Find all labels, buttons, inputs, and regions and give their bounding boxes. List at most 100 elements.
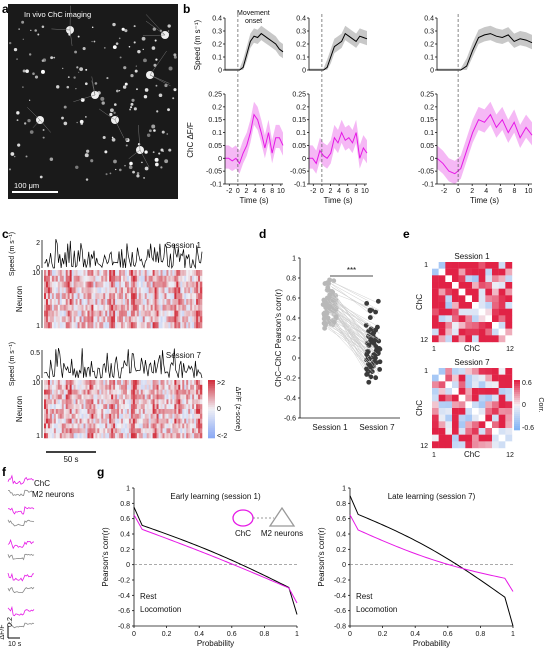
heat-cell: [180, 281, 183, 288]
bouton: [115, 42, 119, 45]
heat-cell: [176, 428, 179, 434]
bouton: [34, 29, 37, 32]
heat-cell: [79, 404, 82, 410]
heat-cell: [99, 394, 102, 400]
heat-cell: [91, 423, 94, 429]
bouton: [113, 159, 117, 164]
heat-cell: [93, 310, 96, 317]
bouton: [129, 161, 133, 166]
heat-cell: [178, 428, 181, 434]
heat-cell: [45, 281, 49, 288]
heat-cell: [59, 433, 63, 439]
d-cat-label: Session 1: [312, 423, 348, 432]
heat-cell: [93, 299, 96, 306]
heat-cell: [192, 389, 195, 395]
matrix-cell: [485, 401, 493, 409]
heat-cell: [67, 299, 70, 306]
neuron-tick-label: 1: [36, 433, 40, 440]
bouton: [109, 172, 112, 175]
heat-cell: [53, 423, 57, 429]
heat-cell: [152, 399, 155, 405]
heat-cell: [53, 322, 57, 329]
heat-cell: [123, 287, 126, 294]
matrix-cell: [465, 308, 473, 316]
matrix-cell: [498, 335, 506, 343]
speed-tick-label: 0.2: [424, 42, 434, 49]
bouton: [125, 137, 129, 141]
heat-cell: [188, 399, 191, 405]
d-cat-label: Session 7: [359, 423, 395, 432]
colorbar-cell: [208, 397, 215, 400]
bouton: [22, 86, 24, 88]
heat-cell: [107, 270, 110, 277]
bouton: [153, 129, 156, 132]
heat-cell: [73, 428, 76, 434]
heat-cell: [146, 304, 149, 311]
heat-cell: [55, 433, 59, 439]
heat-cell: [101, 287, 104, 294]
matrix-cell: [472, 408, 479, 415]
heat-cell: [73, 394, 76, 400]
bouton: [143, 58, 147, 63]
heat-cell: [126, 399, 130, 405]
heat-cell: [83, 384, 86, 390]
heat-cell: [180, 304, 183, 311]
bouton: [61, 116, 64, 120]
heat-cell: [51, 418, 55, 424]
matrix-cell: [492, 368, 499, 375]
heat-cell: [198, 423, 201, 429]
heat-cell: [130, 404, 134, 410]
heat-cell: [75, 304, 78, 311]
bouton: [130, 102, 134, 106]
heat-cell: [176, 418, 179, 424]
heat-cell: [162, 384, 165, 390]
heat-cell: [87, 270, 90, 277]
bouton: [133, 107, 137, 111]
bouton: [143, 94, 148, 99]
heat-cell: [97, 413, 100, 419]
heat-cell: [53, 404, 57, 410]
heat-cell: [51, 380, 55, 386]
heat-cell: [168, 418, 171, 424]
heat-cell: [81, 389, 84, 395]
matrix-cell: [465, 381, 473, 389]
heat-cell: [158, 433, 161, 439]
heat-cell: [182, 404, 185, 410]
pair-line: [328, 279, 370, 302]
bouton: [102, 135, 106, 140]
matrix-cell: [445, 328, 453, 336]
heat-cell: [44, 322, 47, 329]
heat-cell: [156, 423, 159, 429]
movement-label: Movement: [237, 10, 270, 17]
dendrite: [27, 107, 41, 121]
heat-cell: [75, 316, 78, 323]
colorbar-cell: [514, 408, 520, 411]
heat-cell: [168, 428, 171, 434]
heat-cell: [184, 399, 187, 405]
heat-cell: [166, 399, 169, 405]
heat-cell: [113, 433, 116, 439]
matrix-cell: [458, 421, 466, 429]
heat-cell: [200, 310, 203, 317]
heat-cell: [150, 394, 153, 400]
heat-cell: [184, 409, 187, 415]
colorbar-cell: [208, 414, 215, 418]
heat-cell: [156, 394, 159, 400]
heat-cell: [162, 287, 165, 294]
sig-label: ***: [347, 266, 356, 275]
d-tick-label: -0.4: [284, 396, 296, 403]
matrix-cell: [438, 394, 446, 402]
heat-cell: [121, 389, 124, 395]
heat-cell: [156, 433, 159, 439]
heat-cell: [109, 384, 112, 390]
colorbar-cell: [208, 410, 215, 414]
heat-cell: [95, 384, 98, 390]
heat-cell: [109, 310, 112, 317]
heat-cell: [192, 310, 195, 317]
heat-cell: [140, 287, 144, 294]
matrix-cell: [432, 295, 439, 303]
heat-cell: [63, 409, 67, 415]
heat-cell: [166, 304, 169, 311]
heat-cell: [79, 322, 82, 329]
heat-cell: [140, 394, 144, 400]
